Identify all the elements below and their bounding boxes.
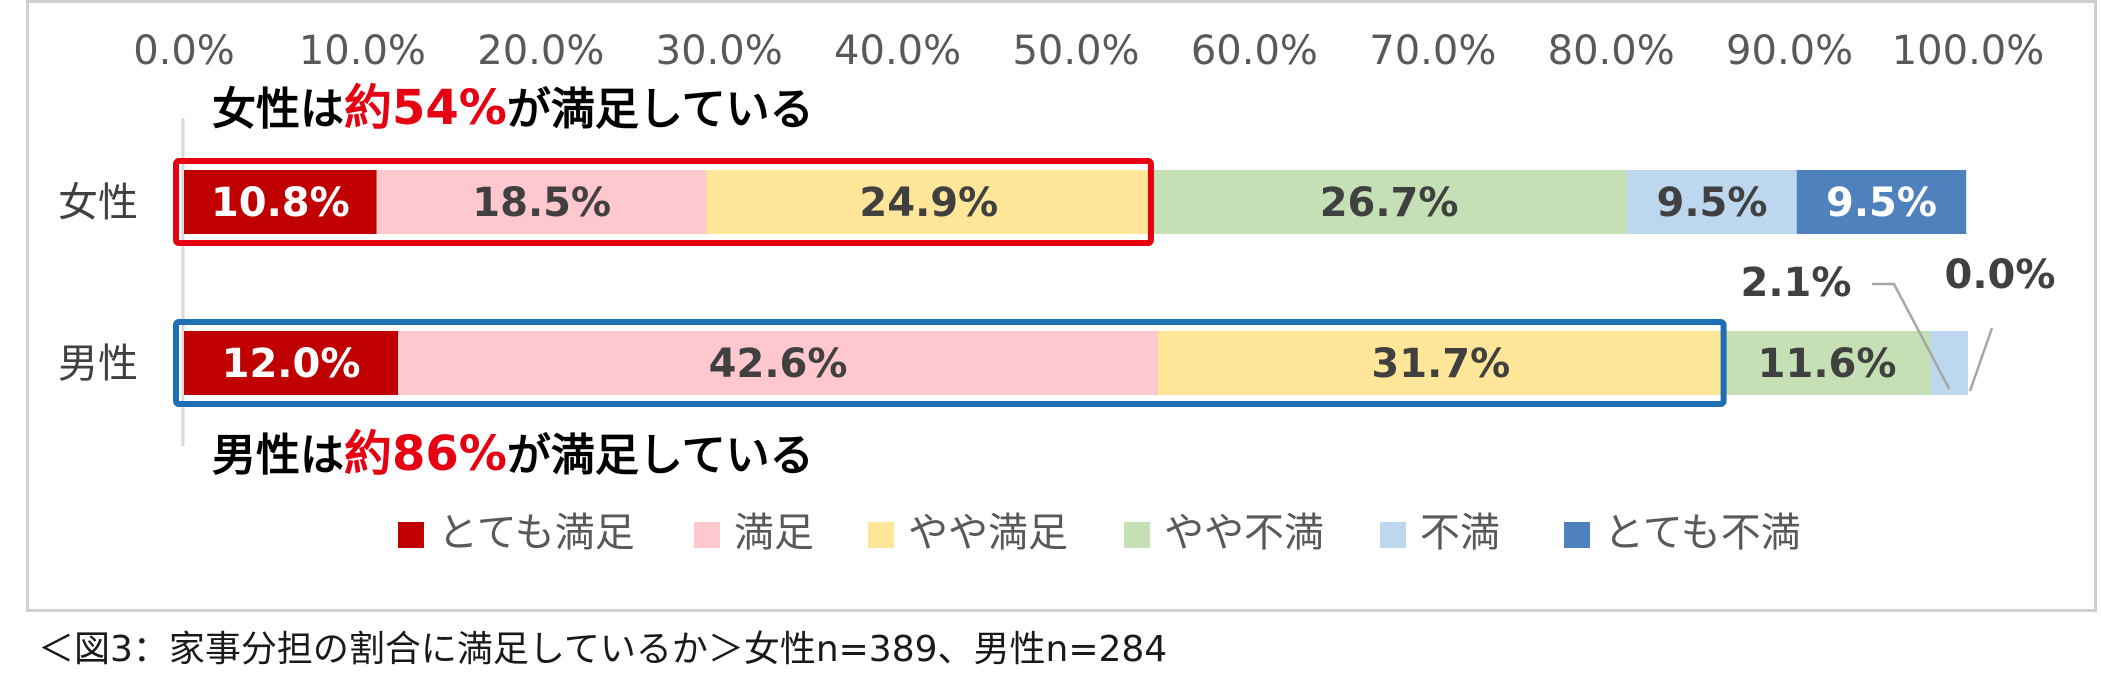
x-tick-label: 40.0% bbox=[834, 28, 961, 74]
x-tick-label: 70.0% bbox=[1369, 28, 1496, 74]
legend-label: とても満足 bbox=[438, 510, 635, 556]
highlight-box bbox=[173, 158, 1154, 246]
annotation-headline: 男性は約86%が満足している bbox=[212, 426, 814, 482]
data-label: 10.8% bbox=[211, 180, 350, 226]
x-tick-label: 10.0% bbox=[299, 28, 426, 74]
legend-label: やや満足 bbox=[908, 510, 1068, 556]
data-label: 24.9% bbox=[859, 180, 998, 226]
legend-swatch bbox=[1380, 522, 1406, 548]
data-label: 11.6% bbox=[1758, 341, 1897, 387]
legend-swatch bbox=[1564, 522, 1590, 548]
legend-swatch bbox=[694, 522, 720, 548]
legend-swatch bbox=[868, 522, 894, 548]
data-label: 2.1% bbox=[1741, 260, 1852, 306]
data-label: 9.5% bbox=[1826, 180, 1937, 226]
category-label: 男性 bbox=[58, 341, 138, 387]
legend-swatch bbox=[1124, 522, 1150, 548]
x-tick-label: 100.0% bbox=[1892, 28, 2045, 74]
bar-segment bbox=[1627, 170, 1797, 234]
bar-segment bbox=[184, 170, 377, 234]
data-label: 31.7% bbox=[1371, 341, 1510, 387]
x-tick-label: 90.0% bbox=[1726, 28, 1853, 74]
bar-segment bbox=[376, 170, 707, 234]
x-tick-label: 0.0% bbox=[133, 28, 235, 74]
legend-label: 不満 bbox=[1420, 510, 1500, 556]
bar-segment bbox=[184, 331, 399, 395]
annotation-headline: 女性は約54%が満足している bbox=[212, 80, 814, 136]
x-tick-label: 30.0% bbox=[656, 28, 783, 74]
legend-label: とても不満 bbox=[1604, 510, 1801, 556]
bar-segment bbox=[398, 331, 1159, 395]
x-tick-label: 20.0% bbox=[477, 28, 604, 74]
data-label: 26.7% bbox=[1320, 180, 1459, 226]
x-tick-label: 80.0% bbox=[1548, 28, 1675, 74]
legend-label: やや不満 bbox=[1164, 510, 1324, 556]
bar-segment bbox=[1723, 331, 1931, 395]
chart-frame bbox=[26, 0, 2097, 612]
leader-line bbox=[1968, 327, 1994, 392]
data-label: 18.5% bbox=[472, 180, 611, 226]
leader-line bbox=[1872, 282, 1951, 390]
x-tick-label: 60.0% bbox=[1191, 28, 1318, 74]
bar-segment bbox=[1158, 331, 1724, 395]
data-label: 0.0% bbox=[1945, 252, 2056, 298]
x-tick-label: 50.0% bbox=[1012, 28, 1139, 74]
bar-segment bbox=[706, 170, 1151, 234]
category-label: 女性 bbox=[58, 180, 138, 226]
highlight-box bbox=[173, 319, 1727, 407]
data-label: 9.5% bbox=[1657, 180, 1768, 226]
data-label: 42.6% bbox=[709, 341, 848, 387]
figure-caption: ＜図3：家事分担の割合に満足しているか＞女性n=389、男性n=284 bbox=[38, 629, 1168, 670]
bar-segment bbox=[1150, 170, 1628, 234]
data-label: 12.0% bbox=[222, 341, 361, 387]
legend-swatch bbox=[398, 522, 424, 548]
bar-segment bbox=[1796, 170, 1967, 234]
legend-label: 満足 bbox=[734, 510, 814, 556]
